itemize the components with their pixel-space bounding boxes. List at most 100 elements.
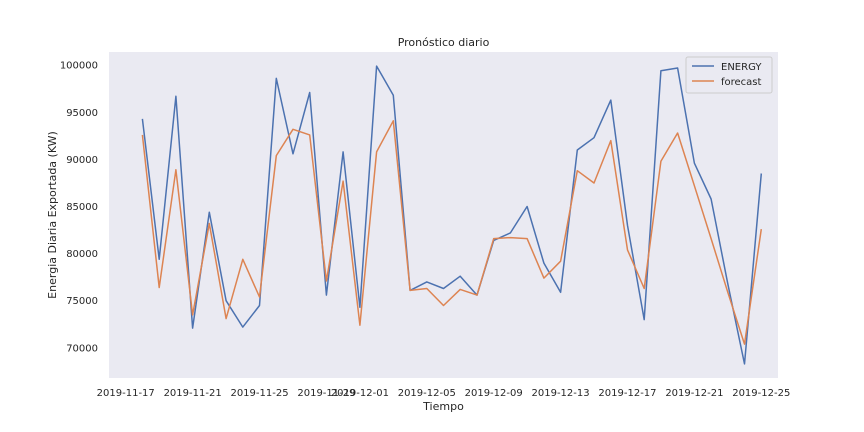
data-point-forecast (660, 161, 662, 163)
data-point-forecast (510, 237, 512, 239)
data-point-forecast (493, 238, 495, 240)
data-point-energy (175, 96, 177, 98)
data-point-forecast (526, 238, 528, 240)
data-point-energy (192, 327, 194, 329)
data-point-forecast (761, 228, 763, 230)
data-point-energy (426, 281, 428, 283)
data-point-energy (744, 363, 746, 365)
x-axis-ticks: 2019-11-17 2019-11-21 2019-11-25 2019-11-29… (97, 388, 791, 399)
data-point-energy (459, 275, 461, 277)
data-point-energy (276, 78, 278, 80)
data-point-forecast (192, 314, 194, 316)
data-point-energy (510, 232, 512, 234)
data-point-energy (610, 99, 612, 101)
data-point-forecast (209, 223, 211, 225)
y-tick-label: 85000 (66, 202, 98, 213)
data-point-forecast (409, 290, 411, 292)
data-point-forecast (292, 129, 294, 131)
data-point-forecast (610, 140, 612, 142)
x-tick-label: 2019-12-17 (598, 388, 656, 399)
data-point-energy (577, 149, 579, 151)
data-point-energy (710, 198, 712, 200)
plot-area (109, 52, 778, 378)
data-point-forecast (142, 134, 144, 136)
legend-label-forecast: forecast (721, 77, 762, 88)
data-point-forecast (158, 287, 160, 289)
data-point-forecast (175, 169, 177, 171)
data-point-forecast (376, 151, 378, 153)
series-line-energy (141, 65, 763, 365)
data-point-forecast (326, 280, 328, 282)
data-point-energy (309, 92, 311, 94)
data-point-forecast (593, 182, 595, 184)
data-point-energy (326, 294, 328, 296)
series-layer (141, 65, 763, 365)
data-point-energy (526, 206, 528, 208)
data-point-forecast (359, 324, 361, 326)
x-tick-label: 2019-12-09 (465, 388, 523, 399)
data-point-forecast (710, 238, 712, 240)
data-point-forecast (677, 132, 679, 134)
data-point-energy (627, 225, 629, 227)
data-point-forecast (259, 296, 261, 298)
y-tick-label: 70000 (66, 343, 98, 354)
x-tick-label: 2019-12-13 (532, 388, 590, 399)
data-point-energy (142, 118, 144, 120)
data-point-forecast (276, 155, 278, 157)
data-point-energy (225, 300, 227, 302)
x-axis-label: Tiempo (422, 400, 464, 413)
x-tick-label: 2019-12-01 (331, 388, 389, 399)
y-tick-label: 80000 (66, 249, 98, 260)
data-point-energy (761, 173, 763, 175)
y-tick-label: 95000 (66, 108, 98, 119)
x-tick-label: 2019-11-21 (164, 388, 222, 399)
y-tick-label: 90000 (66, 155, 98, 166)
y-axis-label: Energia Diaria Exportada (KW) (46, 131, 59, 299)
data-point-forecast (694, 185, 696, 187)
data-point-forecast (643, 288, 645, 290)
data-point-forecast (627, 249, 629, 251)
data-point-energy (292, 153, 294, 155)
data-point-forecast (577, 170, 579, 172)
data-point-energy (643, 319, 645, 321)
x-tick-label: 2019-12-05 (398, 388, 456, 399)
legend: ENERGY forecast (685, 56, 773, 94)
data-point-energy (593, 137, 595, 139)
data-point-energy (359, 307, 361, 309)
x-tick-label: 2019-12-21 (665, 388, 723, 399)
data-point-forecast (242, 259, 244, 261)
legend-label-energy: ENERGY (721, 62, 762, 73)
data-point-forecast (342, 180, 344, 182)
data-point-energy (560, 292, 562, 294)
data-point-energy (660, 70, 662, 72)
data-point-energy (242, 326, 244, 328)
y-tick-label: 75000 (66, 296, 98, 307)
data-point-forecast (543, 277, 545, 279)
data-point-forecast (426, 288, 428, 290)
data-point-energy (342, 151, 344, 153)
series-line-forecast (141, 120, 763, 345)
data-point-energy (677, 67, 679, 69)
data-point-forecast (744, 343, 746, 345)
data-point-energy (259, 305, 261, 307)
data-point-forecast (727, 292, 729, 294)
y-axis-ticks: 70000 75000 80000 85000 90000 95000 100000 (60, 61, 98, 355)
data-point-forecast (309, 134, 311, 136)
data-point-energy (209, 211, 211, 213)
data-point-forecast (560, 260, 562, 262)
x-tick-label: 2019-11-25 (230, 388, 288, 399)
data-point-energy (727, 283, 729, 285)
data-point-energy (158, 259, 160, 261)
data-point-forecast (443, 305, 445, 307)
data-point-energy (694, 162, 696, 164)
data-point-energy (443, 288, 445, 290)
data-point-forecast (393, 120, 395, 122)
data-point-energy (393, 95, 395, 97)
x-tick-label: 2019-12-25 (732, 388, 790, 399)
data-point-forecast (476, 294, 478, 296)
data-point-forecast (459, 289, 461, 291)
x-tick-label: 2019-11-29 (297, 388, 355, 399)
data-point-energy (543, 262, 545, 264)
chart-title: Pronóstico diario (398, 36, 490, 49)
